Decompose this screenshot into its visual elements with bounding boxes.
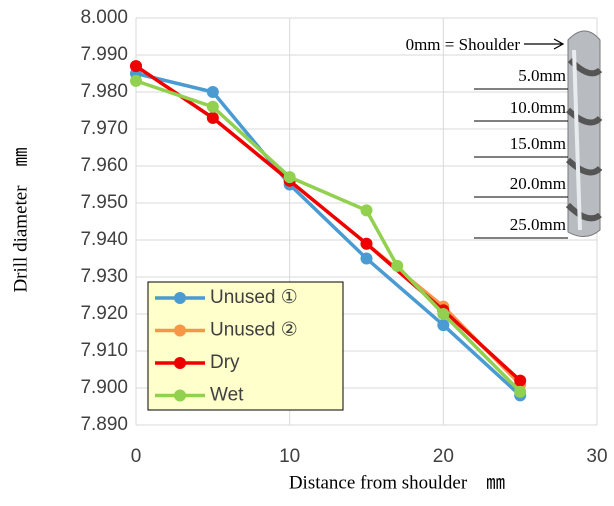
annotation: 15.0mm (510, 134, 566, 153)
point (283, 171, 296, 184)
y-tick-label: 7.920 (80, 303, 128, 324)
y-tick-label: 7.980 (80, 81, 128, 102)
y-tick-label: 7.910 (80, 340, 128, 361)
point (206, 100, 219, 113)
legend-label: Dry (210, 352, 240, 373)
annotation: 20.0mm (510, 174, 566, 193)
legend-label: Unused ② (210, 320, 298, 341)
y-tick-label: 7.970 (80, 118, 128, 139)
legend-marker (174, 357, 186, 369)
annotations: 0mm = Shoulder 5.0mm 10.0mm 15.0mm 20.0mm 25.… (406, 35, 568, 239)
x-tick-label: 0 (131, 446, 142, 467)
point (130, 74, 142, 87)
point (391, 259, 404, 272)
point (206, 111, 219, 124)
legend-label: Wet (210, 385, 244, 406)
annotation: 25.0mm (510, 215, 566, 234)
y-tick-label: 7.890 (80, 414, 128, 435)
y-tick-label: 7.960 (80, 155, 128, 176)
point (206, 86, 219, 98)
plot (130, 60, 527, 402)
point (360, 237, 373, 250)
series-line (135, 64, 522, 382)
point (514, 374, 527, 387)
legend-items: Unused ① Unused ② Dry Wet (155, 287, 298, 406)
point (130, 60, 142, 73)
legend-marker (174, 324, 186, 337)
annotation: 5.0mm (518, 66, 566, 85)
point (437, 319, 450, 332)
annotation: 10.0mm (510, 98, 566, 117)
x-tick-label: 10 (279, 446, 300, 467)
point (437, 308, 450, 320)
x-tick-label: 30 (586, 446, 607, 467)
point (360, 204, 373, 217)
y-tick-label: 7.940 (80, 229, 128, 250)
legend-label: Unused ① (210, 287, 298, 308)
legend-marker (174, 389, 186, 402)
annotation: 0mm = Shoulder (406, 35, 521, 54)
y-tick-label: 7.990 (80, 44, 128, 65)
series-line (135, 71, 522, 397)
legend-marker (174, 292, 186, 304)
y-tick-label: 7.900 (80, 377, 128, 398)
y-axis-label: Drill diameter ㎜ (10, 147, 31, 292)
drill-image (565, 30, 603, 237)
y-tick-label: 8.000 (80, 7, 128, 28)
y-tick-label: 7.950 (80, 192, 128, 213)
y-tick-label: 7.930 (80, 266, 128, 287)
arrow (524, 38, 565, 50)
x-tick-label: 20 (433, 446, 454, 467)
point (360, 252, 373, 265)
point (514, 385, 527, 398)
x-axis-label: Distance from shoulder ㎜ (289, 472, 505, 493)
